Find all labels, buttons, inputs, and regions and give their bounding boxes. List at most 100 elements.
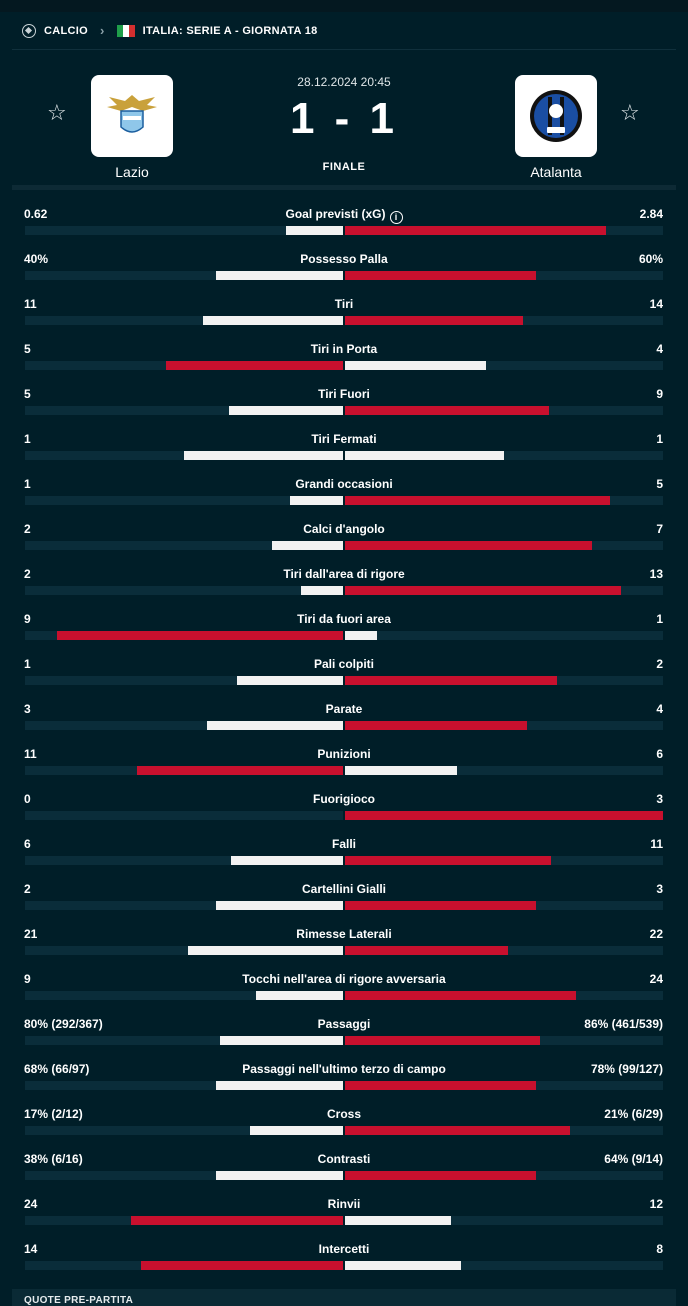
match-status: FINALE — [322, 161, 366, 173]
stat-label-text: Tiri dall'area di rigore — [283, 567, 405, 581]
pre-match-odds-section[interactable]: QUOTE PRE-PARTITA — [12, 1289, 676, 1306]
favorite-home-star-icon[interactable]: ☆ — [47, 100, 67, 125]
stat-row: 80% (292/367) Passaggi 86% (461/539) — [0, 1008, 688, 1053]
stat-label: Intercetti — [144, 1242, 544, 1256]
favorite-away-star-icon[interactable]: ☆ — [620, 100, 640, 125]
stat-home-value: 21 — [24, 927, 38, 941]
stat-away-bar — [345, 991, 576, 1000]
stat-home-value: 3 — [24, 702, 31, 716]
stat-away-track — [345, 901, 663, 910]
stat-away-bar — [345, 1126, 570, 1135]
match-header: ☆ Lazio 28.12.2024 20:45 1 - 1 FINALE At… — [0, 50, 688, 186]
stat-label-text: Tiri Fuori — [318, 387, 370, 401]
stat-row: 24 Rinvii 12 — [0, 1188, 688, 1233]
stat-home-bar — [286, 226, 343, 235]
stat-home-value: 9 — [24, 972, 31, 986]
stat-label-text: Intercetti — [318, 1242, 370, 1256]
stat-label-text: Passaggi nell'ultimo terzo di campo — [242, 1062, 446, 1076]
stat-row: 2 Tiri dall'area di rigore 13 — [0, 558, 688, 603]
stat-home-value: 14 — [24, 1242, 38, 1256]
stat-label: Tiri in Porta — [144, 342, 544, 356]
stat-label-text: Tiri da fuori area — [297, 612, 391, 626]
stat-home-bar — [250, 1126, 343, 1135]
stat-away-value: 12 — [649, 1197, 663, 1211]
stat-home-bar — [216, 1081, 343, 1090]
away-team-name[interactable]: Atalanta — [530, 164, 582, 180]
stat-home-track — [25, 1216, 343, 1225]
stat-label: Passaggi — [144, 1017, 544, 1031]
atalanta-crest-icon — [530, 90, 582, 142]
stat-home-bar — [166, 361, 343, 370]
stat-label-text: Possesso Palla — [300, 252, 388, 266]
stat-row: 1 Grandi occasioni 5 — [0, 468, 688, 513]
stat-away-value: 14 — [649, 297, 663, 311]
stat-away-bar — [345, 1081, 536, 1090]
stat-away-track — [345, 991, 663, 1000]
stat-away-value: 8 — [656, 1242, 663, 1256]
stat-home-bar — [220, 1036, 343, 1045]
stat-away-value: 2.84 — [639, 207, 663, 221]
stat-row: 0 Fuorigioco 3 — [0, 783, 688, 828]
stat-away-track — [345, 946, 663, 955]
match-score: 1 - 1 — [289, 94, 399, 143]
stat-home-bar — [57, 631, 343, 640]
stat-away-track — [345, 406, 663, 415]
stat-home-value: 11 — [24, 297, 37, 311]
stat-away-track — [345, 451, 663, 460]
stat-label-text: Cross — [326, 1107, 361, 1121]
stat-away-bar — [345, 631, 377, 640]
stat-away-track — [345, 721, 663, 730]
stat-row: 2 Calci d'angolo 7 — [0, 513, 688, 558]
stat-label: Falli — [144, 837, 544, 851]
stat-row: 6 Falli 11 — [0, 828, 688, 873]
breadcrumb-sport-link[interactable]: CALCIO — [44, 24, 88, 37]
stat-away-bar — [345, 811, 663, 820]
stat-label-text: Pali colpiti — [313, 657, 374, 671]
stat-row: 21 Rimesse Laterali 22 — [0, 918, 688, 963]
home-team-name[interactable]: Lazio — [115, 164, 149, 180]
stat-row: 0.62 Goal previsti (xG) i 2.84 — [0, 198, 688, 243]
stat-away-bar — [345, 406, 549, 415]
stat-home-track — [25, 496, 343, 505]
stat-home-value: 68% (66/97) — [24, 1062, 90, 1076]
stat-away-bar — [345, 1261, 461, 1270]
stat-home-track — [25, 1036, 343, 1045]
stat-label: Rinvii — [144, 1197, 544, 1211]
stat-home-value: 9 — [24, 612, 31, 626]
stat-home-track — [25, 316, 343, 325]
breadcrumb-competition-link[interactable]: ITALIA: SERIE A - GIORNATA 18 — [142, 24, 318, 37]
away-team-logo[interactable] — [515, 75, 597, 157]
stat-home-bar — [184, 451, 343, 460]
stat-away-track — [345, 766, 663, 775]
stat-away-bar — [345, 946, 508, 955]
info-icon[interactable]: i — [389, 211, 403, 224]
stat-row: 40% Possesso Palla 60% — [0, 243, 688, 288]
stat-row: 38% (6/16) Contrasti 64% (9/14) — [0, 1143, 688, 1188]
stat-row: 11 Tiri 14 — [0, 288, 688, 333]
stat-label-text: Punizioni — [317, 747, 371, 761]
stat-home-track — [25, 766, 343, 775]
stat-home-value: 1 — [24, 477, 31, 491]
stat-home-track — [25, 811, 343, 820]
stat-label: Cartellini Gialli — [144, 882, 544, 896]
stat-row: 17% (2/12) Cross 21% (6/29) — [0, 1098, 688, 1143]
stat-away-value: 21% (6/29) — [604, 1107, 663, 1121]
stat-away-track — [345, 1261, 663, 1270]
stat-away-value: 9 — [656, 387, 663, 401]
stat-home-value: 24 — [24, 1197, 38, 1211]
stat-away-value: 13 — [649, 567, 663, 581]
stat-label: Rimesse Laterali — [144, 927, 544, 941]
stat-label: Parate — [144, 702, 544, 716]
stat-label: Possesso Palla — [144, 252, 544, 266]
home-team-logo[interactable] — [91, 75, 173, 157]
stat-label: Goal previsti (xG) i — [144, 207, 544, 224]
stat-away-track — [345, 1216, 663, 1225]
stat-away-track — [345, 811, 663, 820]
stat-away-bar — [345, 586, 621, 595]
stat-away-bar — [345, 226, 606, 235]
stat-away-value: 86% (461/539) — [584, 1017, 663, 1031]
stat-away-bar — [345, 541, 592, 550]
stat-home-bar — [216, 1171, 343, 1180]
stat-home-bar — [237, 676, 343, 685]
stat-label-text: Tiri Fermati — [311, 432, 377, 446]
